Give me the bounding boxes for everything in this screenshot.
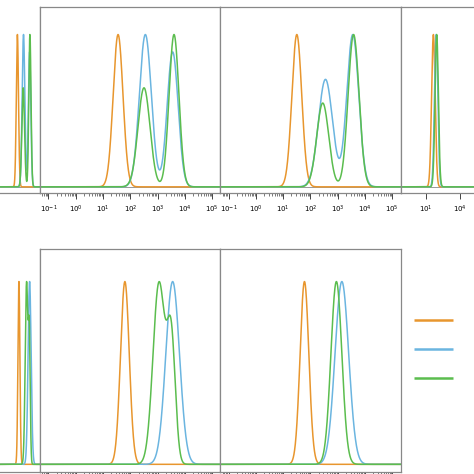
Text: CD59: CD59 (290, 229, 331, 243)
Text: CD55: CD55 (109, 229, 151, 243)
